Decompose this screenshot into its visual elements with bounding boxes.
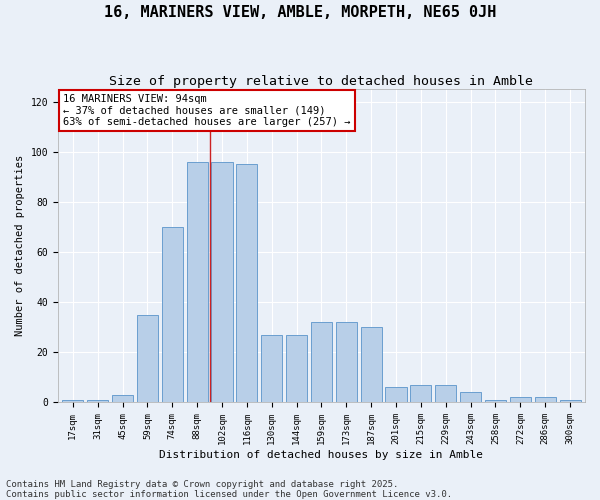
Bar xyxy=(311,322,332,402)
Bar xyxy=(112,395,133,402)
Bar xyxy=(336,322,357,402)
Bar xyxy=(211,162,233,402)
Bar xyxy=(62,400,83,402)
Bar xyxy=(236,164,257,402)
Bar xyxy=(361,328,382,402)
Bar xyxy=(385,388,407,402)
Text: 16, MARINERS VIEW, AMBLE, MORPETH, NE65 0JH: 16, MARINERS VIEW, AMBLE, MORPETH, NE65 … xyxy=(104,5,496,20)
Text: 16 MARINERS VIEW: 94sqm
← 37% of detached houses are smaller (149)
63% of semi-d: 16 MARINERS VIEW: 94sqm ← 37% of detache… xyxy=(63,94,350,127)
Text: Contains HM Land Registry data © Crown copyright and database right 2025.
Contai: Contains HM Land Registry data © Crown c… xyxy=(6,480,452,499)
Title: Size of property relative to detached houses in Amble: Size of property relative to detached ho… xyxy=(109,75,533,88)
Bar xyxy=(460,392,481,402)
Bar xyxy=(286,335,307,402)
Bar xyxy=(261,335,282,402)
Y-axis label: Number of detached properties: Number of detached properties xyxy=(15,155,25,336)
Bar xyxy=(510,398,531,402)
Bar xyxy=(410,385,431,402)
Bar xyxy=(485,400,506,402)
Bar xyxy=(535,398,556,402)
X-axis label: Distribution of detached houses by size in Amble: Distribution of detached houses by size … xyxy=(160,450,484,460)
Bar xyxy=(87,400,108,402)
Bar xyxy=(187,162,208,402)
Bar xyxy=(435,385,457,402)
Bar xyxy=(137,314,158,402)
Bar xyxy=(560,400,581,402)
Bar xyxy=(162,227,183,402)
